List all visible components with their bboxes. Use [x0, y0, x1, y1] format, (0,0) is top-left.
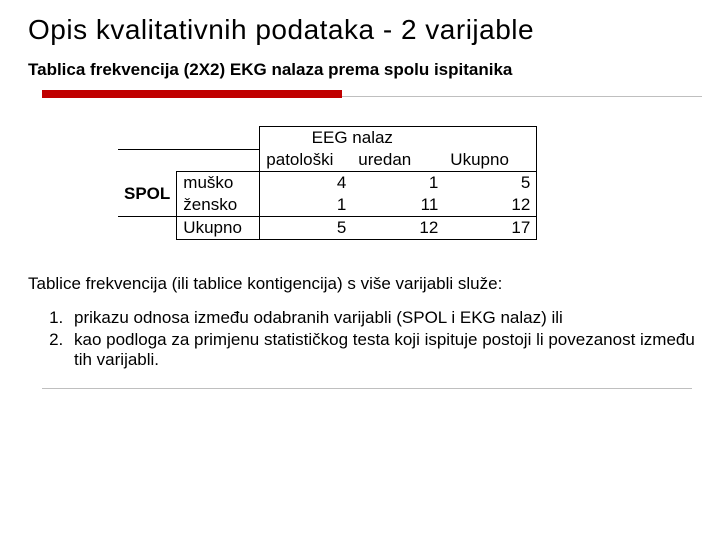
accent-bar — [42, 90, 342, 98]
accent-rule — [42, 90, 702, 98]
cell: 1 — [352, 172, 444, 195]
cell: 11 — [352, 194, 444, 217]
col-totals-label: Ukupno — [177, 217, 260, 240]
col-total-0: 5 — [260, 217, 353, 240]
row-label-1: žensko — [177, 194, 260, 217]
list-item: kao podloga za primjenu statističkog tes… — [68, 330, 702, 370]
cell: 1 — [260, 194, 353, 217]
cell-row-total: 12 — [444, 194, 537, 217]
col-header-1: uredan — [352, 149, 444, 172]
divider-line — [342, 96, 702, 97]
row-label-0: muško — [177, 172, 260, 195]
table-total-row: Ukupno 5 12 17 — [118, 217, 537, 240]
slide: Opis kvalitativnih podataka - 2 varijabl… — [0, 0, 720, 540]
col-header-0: patološki — [260, 149, 353, 172]
cell: 4 — [260, 172, 353, 195]
frequency-table-container: EEG nalaz patološki uredan Ukupno SPOL m… — [118, 126, 702, 240]
col-header-total: Ukupno — [444, 149, 537, 172]
col-total-1: 12 — [352, 217, 444, 240]
paragraph: Tablice frekvencija (ili tablice kontige… — [28, 274, 702, 294]
row-group-label: SPOL — [118, 172, 177, 217]
col-group-label: EEG nalaz — [260, 127, 445, 150]
list-item: prikazu odnosa između odabranih varijabl… — [68, 308, 702, 328]
table-header-group-row: EEG nalaz — [118, 127, 537, 150]
frequency-table: EEG nalaz patološki uredan Ukupno SPOL m… — [118, 126, 537, 240]
cell-row-total: 5 — [444, 172, 537, 195]
table-row: žensko 1 11 12 — [118, 194, 537, 217]
points-list: prikazu odnosa između odabranih varijabl… — [28, 308, 702, 370]
page-title: Opis kvalitativnih podataka - 2 varijabl… — [28, 14, 702, 46]
footer-divider — [42, 388, 692, 389]
grand-total: 17 — [444, 217, 537, 240]
table-header-row: patološki uredan Ukupno — [118, 149, 537, 172]
subtitle: Tablica frekvencija (2X2) EKG nalaza pre… — [28, 60, 702, 80]
table-row: SPOL muško 4 1 5 — [118, 172, 537, 195]
